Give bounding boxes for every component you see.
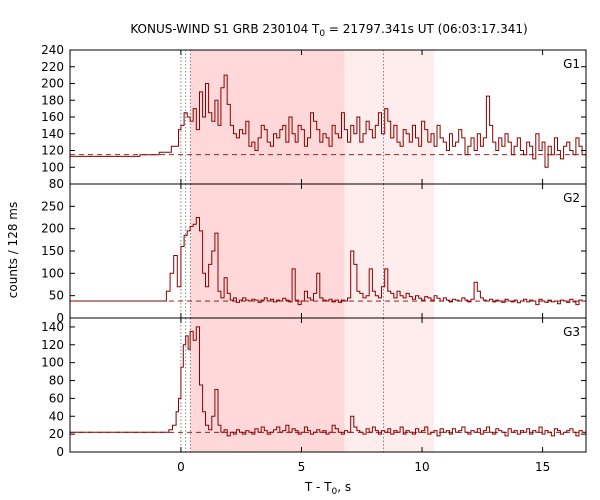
y-tick-label: 240 [41,43,64,57]
shaded-interval-dark [190,184,345,318]
light-curve-g3 [70,326,586,437]
y-tick-label: 140 [41,127,64,141]
y-tick-label: 120 [41,338,64,352]
x-tick-label: 5 [298,460,306,474]
light-curve-g2 [70,217,586,306]
y-tick-label: 100 [41,160,64,174]
panel-label: G2 [563,191,580,205]
y-tick-label: 60 [49,391,64,405]
y-tick-label: 200 [41,77,64,91]
panel-frame [69,317,587,453]
y-tick-label: 180 [41,93,64,107]
y-tick-label: 100 [41,266,64,280]
y-tick-label: 150 [41,244,64,258]
panel-label: G3 [563,325,580,339]
y-axis-label: counts / 128 ms [6,202,20,298]
y-tick-label: 50 [49,289,64,303]
panel-g3: 140 120 100 80 60 40 20 0 G3 [41,317,587,459]
panel-g2: 250 200 150 100 50 0 G2 [41,183,587,325]
y-tick-label: 200 [41,222,64,236]
panels-layer: 24022020018016014012010080G1250200150100… [41,43,587,459]
panel-g1: 240 220 200 180 160 140 120 100 80 G1 [41,43,587,191]
x-tick-label: 10 [414,460,429,474]
y-tick-label: 220 [41,60,64,74]
panel-label: G1 [563,57,580,71]
y-tick-label: 100 [41,356,64,370]
y-tick-label: 160 [41,110,64,124]
x-tick-label: 0 [177,460,185,474]
y-tick-label: 0 [56,311,64,325]
y-tick-label: 80 [49,177,64,191]
y-tick-label: 120 [41,144,64,158]
y-tick-label: 250 [41,199,64,213]
chart-title: KONUS-WIND S1 GRB 230104 T0 = 21797.341s… [130,22,527,39]
y-tick-label: 40 [49,409,64,423]
y-tick-label: 140 [41,320,64,334]
shaded-interval-dark [190,50,345,184]
y-tick-label: 80 [49,374,64,388]
x-tick-labels: 0 5 10 15 [177,460,550,474]
y-tick-label: 0 [56,445,64,459]
x-tick-label: 15 [535,460,550,474]
light-curve-g1 [70,74,586,168]
y-tick-label: 20 [49,427,64,441]
x-axis-label: T - T0, s [304,480,351,497]
